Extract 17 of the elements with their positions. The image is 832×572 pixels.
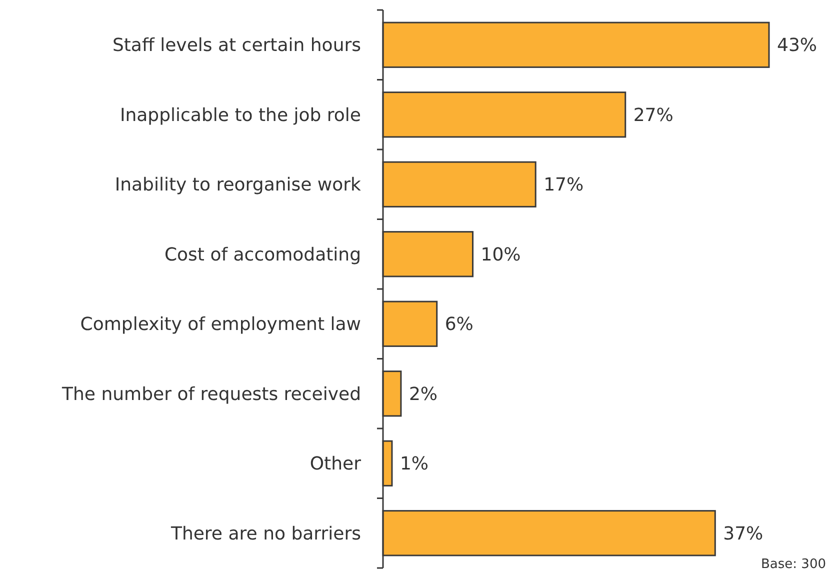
data-label: 27% (633, 104, 674, 126)
y-tick-label: Other (310, 454, 362, 475)
data-label: 17% (544, 174, 584, 196)
y-tick-label: The number of requests received (61, 384, 361, 405)
data-label: 1% (400, 454, 429, 475)
data-label: 37% (723, 523, 764, 544)
y-tick-label: Complexity of employment law (80, 314, 361, 336)
annotation: Base: 300 (761, 557, 826, 572)
data-label: 10% (480, 244, 521, 266)
y-tick-label: Inapplicable to the job role (120, 104, 361, 126)
data-label: 2% (408, 384, 438, 405)
y-tick-label: Staff levels at certain hours (112, 35, 361, 56)
data-label: 43% (777, 35, 818, 56)
data-label: 6% (444, 314, 474, 336)
y-tick-label: There are no barriers (170, 523, 361, 544)
y-tick-label: Inability to reorganise work (114, 174, 362, 196)
y-tick-label: Cost of accomodating (164, 244, 361, 266)
